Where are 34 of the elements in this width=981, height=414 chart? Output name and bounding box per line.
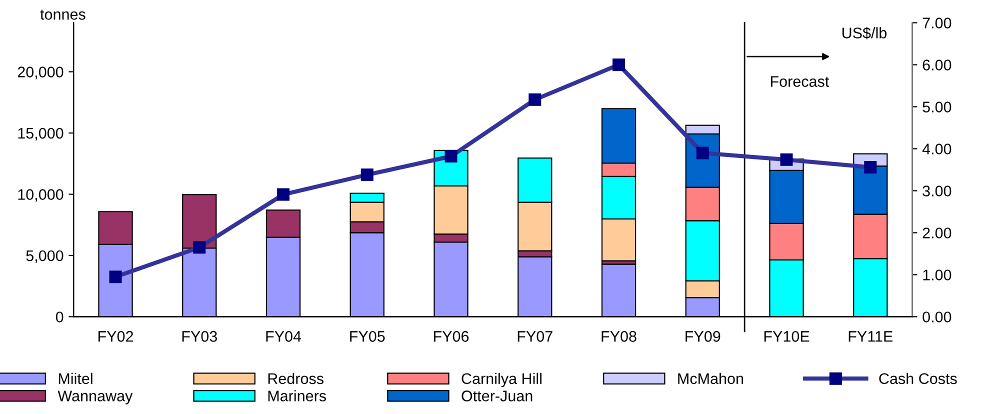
legend-label: Otter-Juan bbox=[462, 390, 532, 402]
y-tick-label: 0 bbox=[56, 312, 64, 322]
x-tick-label: FY04 bbox=[266, 331, 302, 342]
legend-label: Miitel bbox=[58, 372, 92, 384]
legend-label: Carnilya Hill bbox=[462, 372, 542, 388]
y2-tick-label: 0.00 bbox=[922, 312, 952, 322]
y-tick-label: 15,000 bbox=[18, 128, 64, 140]
legend-label: Mariners bbox=[268, 390, 326, 402]
x-tick-label: FY03 bbox=[182, 331, 217, 342]
y-tick-label: 10,000 bbox=[18, 189, 64, 202]
annotation: Forecast bbox=[770, 76, 830, 87]
x-tick-label: FY02 bbox=[98, 331, 134, 342]
x-tick-label: FY05 bbox=[350, 331, 385, 342]
y2-axis-title: US$/lb bbox=[842, 26, 887, 40]
x-tick-label: FY10E bbox=[764, 331, 810, 342]
y-tick-label: 20,000 bbox=[18, 66, 64, 80]
x-tick-label: FY06 bbox=[434, 331, 469, 342]
y-axis-title: tonnes bbox=[40, 10, 86, 20]
x-tick-label: FY07 bbox=[518, 331, 552, 342]
y2-tick-label: 4.00 bbox=[922, 144, 952, 154]
legend-label: McMahon bbox=[678, 372, 744, 384]
y2-tick-label: 7.00 bbox=[922, 18, 952, 28]
y2-tick-label: 5.00 bbox=[922, 102, 952, 112]
y2-tick-label: 2.00 bbox=[922, 228, 952, 238]
x-tick-label: FY09 bbox=[686, 331, 720, 342]
legend-label: Redross bbox=[268, 372, 324, 384]
x-tick-label: FY08 bbox=[602, 331, 636, 342]
y2-tick-label: 1.00 bbox=[923, 270, 952, 280]
y2-tick-label: 6.00 bbox=[922, 60, 952, 70]
y-tick-label: 5,000 bbox=[26, 250, 64, 263]
y2-tick-label: 3.00 bbox=[922, 186, 952, 196]
legend-label: Wannaway bbox=[58, 390, 133, 404]
x-tick-label: FY11E bbox=[848, 331, 893, 342]
legend-label: Cash Costs bbox=[879, 372, 957, 384]
